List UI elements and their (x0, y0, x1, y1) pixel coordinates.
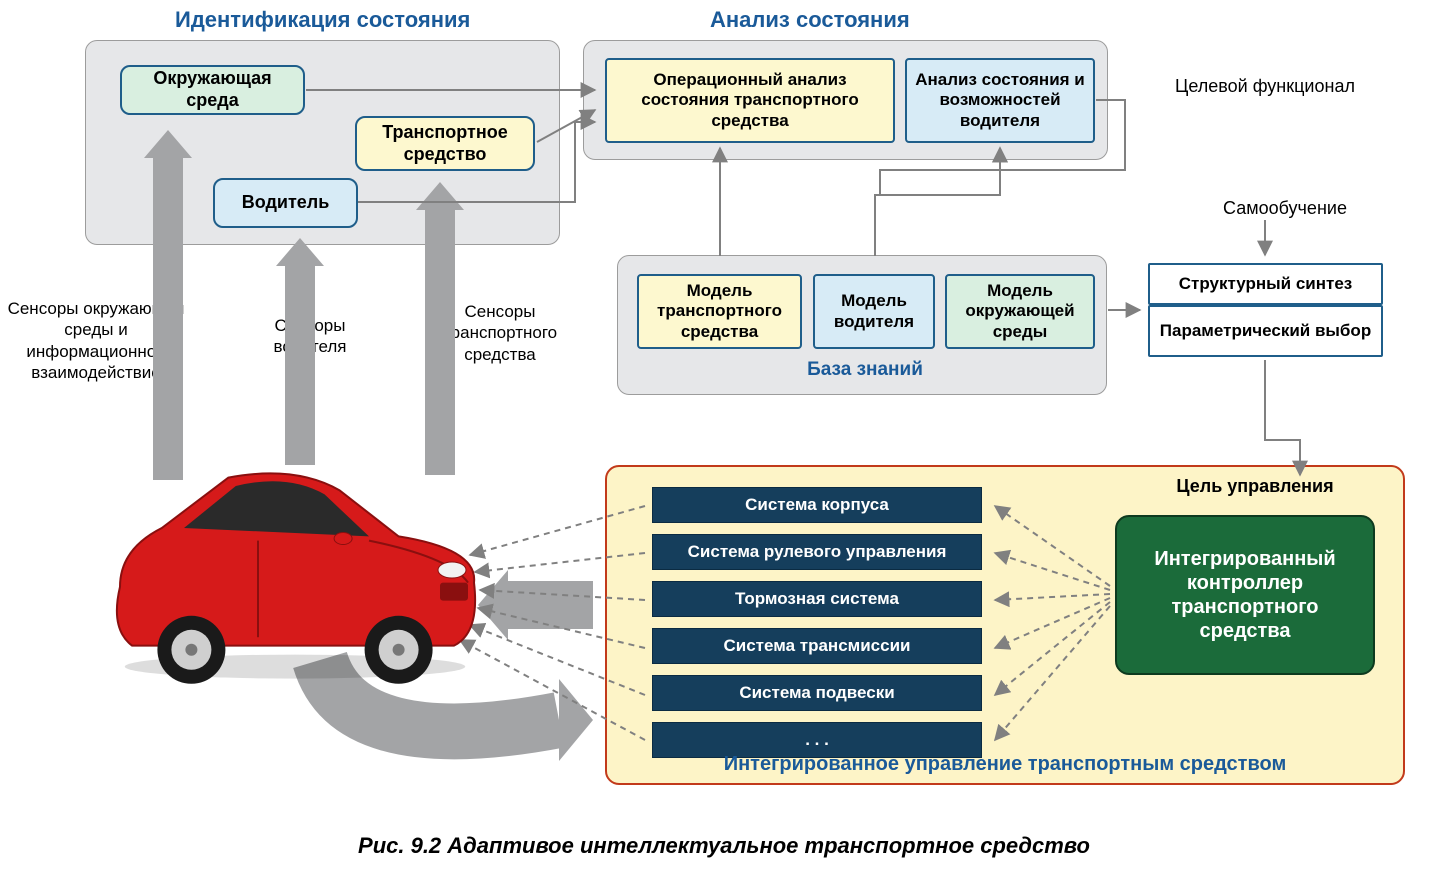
node-parametric-choice: Параметрический выбор (1148, 305, 1383, 357)
label-kb-title: База знаний (785, 358, 945, 382)
title-identification: Идентификация состояния (175, 7, 470, 33)
node-model-environment: Модель окружающей среды (945, 274, 1095, 349)
node-driver: Водитель (213, 178, 358, 228)
label-sensors-driver: Сенсоры водителя (250, 315, 370, 358)
node-environment: Окружающая среда (120, 65, 305, 115)
label-sensors-env: Сенсоры окружающей среды и информационно… (6, 298, 186, 383)
system-item: Система трансмиссии (652, 628, 982, 664)
system-item: Система подвески (652, 675, 982, 711)
label-self-learning: Самообучение (1185, 197, 1385, 220)
node-model-driver: Модель водителя (813, 274, 935, 349)
label-integrated-control-title: Интегрированное управление транспортным … (625, 752, 1385, 777)
system-item: Система корпуса (652, 487, 982, 523)
node-integrated-controller: Интегрированный контроллер транспортного… (1115, 515, 1375, 675)
label-target-functional: Целевой функционал (1140, 75, 1390, 98)
title-analysis: Анализ состояния (710, 7, 910, 33)
label-feedback: Обратная связь (350, 700, 550, 725)
system-item: Система рулевого управления (652, 534, 982, 570)
node-vehicle: Транспортное средство (355, 116, 535, 171)
node-op-analysis: Операционный анализ состояния транспортн… (605, 58, 895, 143)
node-structural-synthesis: Структурный синтез (1148, 263, 1383, 305)
label-control-goal: Цель управления (1155, 475, 1355, 498)
system-item: Тормозная система (652, 581, 982, 617)
node-model-vehicle: Модель транспортного средства (637, 274, 802, 349)
node-driver-analysis: Анализ состояния и возможностей водителя (905, 58, 1095, 143)
label-sensors-vehicle: Сенсоры транспортного средства (415, 301, 585, 365)
figure-caption: Рис. 9.2 Адаптивое интеллектуальное тран… (0, 833, 1448, 859)
